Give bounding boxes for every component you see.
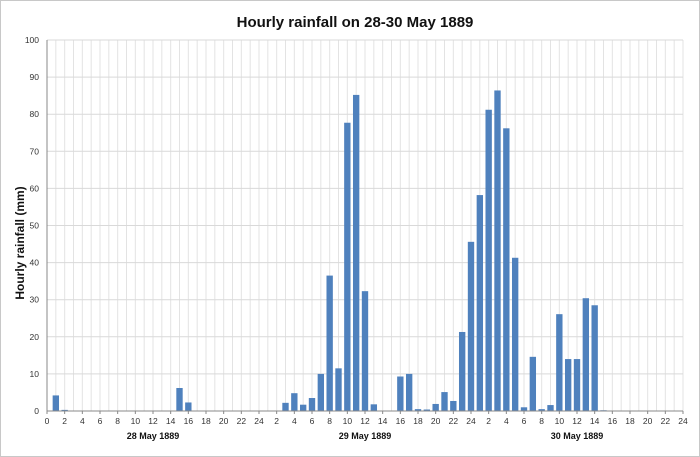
x-tick-label: 20: [219, 416, 229, 426]
rainfall-bar: [405, 373, 413, 411]
rainfall-bar: [503, 128, 510, 411]
rainfall-bar: [282, 402, 289, 411]
chart-title: Hourly rainfall on 28-30 May 1889: [237, 14, 474, 31]
x-tick-label: 14: [590, 416, 600, 426]
rainfall-bar: [582, 298, 590, 411]
x-tick-label: 8: [115, 416, 120, 426]
y-tick-label: 30: [30, 295, 40, 305]
rainfall-bar: [520, 407, 528, 411]
x-tick-label: 6: [98, 416, 103, 426]
x-tick-label: 4: [504, 416, 509, 426]
y-tick-label: 20: [30, 332, 40, 342]
y-tick-label: 0: [34, 406, 39, 416]
day-label: 30 May 1889: [551, 431, 604, 441]
rainfall-bar: [414, 409, 422, 411]
rainfall-bar: [317, 373, 325, 411]
day-label: 29 May 1889: [339, 431, 392, 441]
y-tick-label: 60: [30, 183, 40, 193]
x-tick-label: 24: [678, 416, 688, 426]
x-tick-label: 8: [327, 416, 332, 426]
rainfall-bar: [326, 275, 333, 411]
x-tick-label: 12: [572, 416, 582, 426]
x-tick-label: 8: [539, 416, 544, 426]
x-tick-label: 2: [274, 416, 279, 426]
x-tick-label: 16: [184, 416, 194, 426]
rainfall-bar: [176, 387, 183, 411]
rainfall-bar: [61, 409, 68, 411]
y-tick-label: 100: [25, 35, 39, 45]
rainfall-bar: [450, 400, 457, 411]
x-tick-label: 16: [608, 416, 618, 426]
x-tick-label: 18: [201, 416, 211, 426]
y-tick-label: 10: [30, 369, 40, 379]
rainfall-bar: [547, 405, 554, 411]
rainfall-bar: [370, 404, 378, 411]
bars: [52, 90, 607, 412]
rainfall-bar: [458, 331, 466, 411]
x-tick-label: 18: [625, 416, 635, 426]
x-tick-label: 4: [292, 416, 297, 426]
rainfall-bar: [299, 404, 307, 411]
rainfall-bar: [432, 403, 439, 411]
rainfall-bar: [556, 314, 563, 411]
y-tick-label: 40: [30, 258, 40, 268]
rainfall-bar: [352, 94, 360, 412]
x-tick-label: 18: [413, 416, 423, 426]
y-axis-label: Hourly rainfall (mm): [13, 186, 27, 299]
rainfall-bar: [308, 398, 316, 411]
rainfall-bar: [476, 195, 484, 411]
x-tick-label: 4: [80, 416, 85, 426]
x-tick-label: 10: [131, 416, 141, 426]
x-tick-label: 10: [555, 416, 565, 426]
rainfall-bar: [185, 402, 192, 411]
rainfall-bar: [529, 356, 537, 411]
y-tick-label: 70: [30, 146, 40, 156]
rainfall-bar: [511, 257, 519, 411]
rainfall-bar: [397, 376, 404, 411]
x-tick-label: 16: [396, 416, 406, 426]
x-tick-label: 2: [486, 416, 491, 426]
x-tick-label: 20: [643, 416, 653, 426]
x-tick-label: 12: [360, 416, 370, 426]
rainfall-bar: [564, 359, 572, 411]
y-tick-label: 50: [30, 221, 40, 231]
x-tick-label: 6: [522, 416, 527, 426]
rainfall-bar: [291, 393, 298, 411]
rainfall-bar: [538, 409, 545, 411]
x-tick-label: 20: [431, 416, 441, 426]
x-tick-label: 12: [148, 416, 158, 426]
rainfall-bar: [591, 305, 598, 411]
rainfall-bar: [344, 122, 351, 411]
rainfall-bar: [573, 359, 581, 411]
rainfall-bar: [467, 241, 475, 411]
axes: [46, 40, 684, 414]
x-tick-label: 22: [237, 416, 247, 426]
x-tick-label: 22: [449, 416, 459, 426]
rainfall-bar: [361, 291, 369, 411]
day-label: 28 May 1889: [127, 431, 180, 441]
y-tick-label: 80: [30, 109, 40, 119]
x-tick-label: 6: [310, 416, 315, 426]
x-tick-label: 22: [661, 416, 671, 426]
rainfall-bar: [485, 109, 492, 412]
y-tick-label: 90: [30, 72, 40, 82]
rainfall-bar: [335, 368, 342, 411]
x-tick-label: 14: [166, 416, 176, 426]
rainfall-bar: [494, 90, 501, 412]
x-tick-label: 24: [466, 416, 476, 426]
rainfall-bar: [423, 409, 431, 411]
x-tick-label: 10: [343, 416, 353, 426]
x-tick-label: 0: [45, 416, 50, 426]
rainfall-bar: [52, 395, 60, 411]
rainfall-bar: [441, 392, 448, 411]
x-tick-label: 24: [254, 416, 264, 426]
x-tick-label: 14: [378, 416, 388, 426]
x-tick-label: 2: [62, 416, 67, 426]
